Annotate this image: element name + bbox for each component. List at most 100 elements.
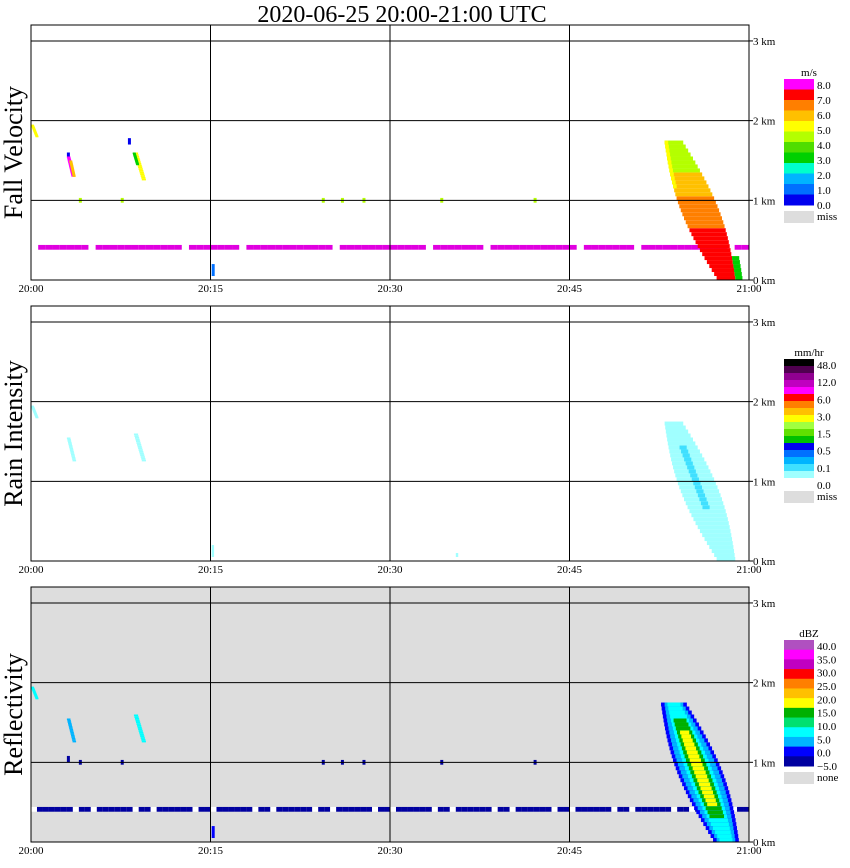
y-tick-label: 3 km — [753, 36, 776, 48]
echo-cell — [685, 746, 697, 751]
noise-band — [160, 244, 168, 250]
echo-cell — [137, 445, 142, 448]
noise-band — [526, 244, 534, 250]
echo-cell — [682, 212, 721, 217]
noise-band — [611, 806, 618, 812]
echo-cell — [140, 173, 145, 176]
plot-frame — [30, 24, 750, 281]
echo-cell — [694, 485, 702, 490]
echo-cell — [697, 244, 730, 249]
noise-band — [605, 806, 612, 812]
noise-band — [612, 244, 620, 250]
colorbar-miss-swatch — [784, 211, 814, 223]
noise-band — [131, 244, 139, 250]
echo-cell — [681, 734, 691, 739]
noise-band — [132, 806, 139, 812]
colorbar-label: 0.1 — [817, 463, 831, 475]
noise-band — [348, 806, 355, 812]
colorbar-swatch — [784, 478, 814, 486]
colorbar-swatch — [784, 422, 814, 430]
echo-cell — [693, 236, 728, 241]
echo-cell — [684, 457, 692, 462]
echo-cell — [141, 176, 146, 179]
panel-3: 20:00 20:15 20:30 20:45 21:000 km 1 km 2 km 3 k… — [0, 586, 839, 857]
noise-band — [509, 806, 516, 812]
echo-cell — [134, 435, 139, 437]
echo-cell — [134, 154, 139, 156]
noise-band — [411, 244, 419, 250]
echo-cell — [71, 734, 75, 737]
colorbar-swatch — [784, 380, 814, 388]
echo-cell — [673, 184, 677, 189]
panel-label: Fall Velocity — [0, 86, 28, 219]
echo-cell — [211, 545, 215, 558]
x-tick-label: 20:45 — [557, 564, 583, 576]
x-tick-label: 20:45 — [557, 845, 583, 857]
chart-title: 2020-06-25 20:00-21:00 UTC — [257, 2, 546, 28]
noise-band — [38, 244, 46, 250]
echo-cell — [717, 834, 732, 839]
colorbar-label: 40.0 — [817, 641, 837, 653]
echo-cell — [734, 272, 742, 277]
echo-cell — [69, 162, 73, 164]
echo-cell — [680, 730, 690, 735]
echo-cell — [69, 161, 73, 163]
echo-cell — [733, 264, 741, 269]
noise-band — [228, 806, 235, 812]
noise-band — [296, 244, 304, 250]
echo-cell — [679, 204, 718, 209]
noise-band — [84, 806, 91, 812]
echo-cell — [139, 452, 144, 455]
noise-band — [153, 244, 161, 250]
echo-cell — [70, 165, 74, 167]
echo-cell — [673, 184, 709, 189]
noise-band — [167, 244, 175, 250]
noise-band — [491, 806, 498, 812]
echo-cell — [705, 798, 716, 803]
noise-band — [659, 806, 666, 812]
echo-cell — [710, 822, 729, 827]
noise-band — [60, 806, 67, 812]
echo-cell — [715, 830, 731, 835]
noise-band — [440, 244, 448, 250]
colorbar-label: 10.0 — [817, 721, 837, 733]
echo-cell — [70, 452, 75, 454]
echo-cell — [668, 164, 698, 169]
echo-cell — [135, 438, 140, 441]
echo-cell — [66, 152, 70, 157]
y-tick-label: 3 km — [753, 317, 776, 329]
echo-cell — [455, 553, 459, 558]
echo-cell — [697, 493, 706, 498]
echo-cell — [719, 838, 733, 842]
echo-cell — [693, 481, 701, 486]
colorbar-swatch — [784, 359, 814, 367]
colorbar-swatch — [784, 756, 814, 767]
noise-band — [95, 244, 103, 250]
echo-cell — [140, 175, 145, 177]
noise-band — [31, 806, 37, 812]
noise-band — [533, 244, 541, 250]
x-tick-label: 20:00 — [18, 283, 44, 295]
echo-cell — [674, 722, 689, 727]
noise-band — [303, 244, 312, 250]
colorbar-swatch — [784, 366, 814, 374]
echo-cell — [671, 176, 705, 181]
echo-cell — [139, 731, 144, 734]
echo-cell — [707, 810, 723, 815]
echo-cell — [709, 814, 725, 819]
echo-cell — [136, 440, 141, 443]
echo-cell — [70, 164, 74, 166]
noise-band — [288, 806, 295, 812]
noise-band — [186, 806, 193, 812]
colorbar-label: 1.5 — [817, 429, 831, 441]
echo-layer — [31, 124, 749, 280]
noise-band — [741, 244, 749, 250]
noise-band — [217, 244, 225, 250]
echo-cell — [691, 477, 699, 482]
colorbar-swatch — [784, 408, 814, 416]
echo-cell — [138, 166, 143, 169]
echo-cell — [693, 517, 728, 522]
x-tick-label: 20:15 — [198, 845, 224, 857]
